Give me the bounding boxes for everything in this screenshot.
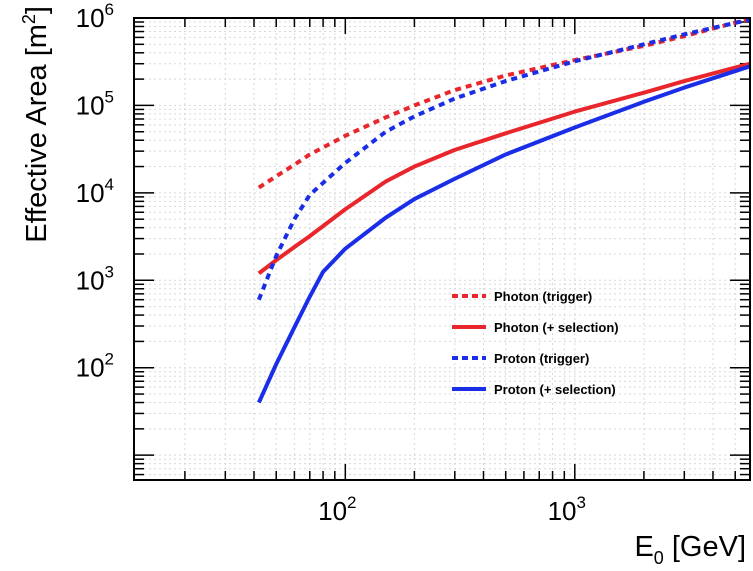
y-tick-label-exp: 6 (105, 0, 114, 19)
legend-label-2: Photon (+ selection) (494, 320, 619, 335)
x-tick-label-exp: 3 (577, 493, 586, 512)
legend-label-3: Proton (trigger) (494, 351, 589, 366)
y-tick-label: 103 (76, 262, 114, 295)
series-line-1 (257, 16, 751, 190)
y-tick-label-exp: 5 (105, 87, 114, 106)
y-tick-label: 106 (76, 0, 114, 33)
axis-ticks (134, 17, 750, 480)
y-tick-label-exp: 2 (105, 350, 114, 369)
x-tick-label-base: 10 (318, 496, 347, 526)
y-axis-title: Effective Area [m2] (19, 6, 53, 243)
legend: Photon (trigger) Photon (+ selection) Prot… (452, 289, 619, 397)
x-axis-title: E0 [GeV] (634, 531, 746, 566)
x-tick-label: 103 (548, 493, 586, 526)
grid (134, 17, 750, 480)
legend-label-1: Photon (trigger) (494, 289, 592, 304)
x-tick-label-base: 10 (548, 496, 577, 526)
y-tick-label-base: 10 (76, 178, 105, 208)
y-tick-label: 105 (76, 87, 114, 120)
x-tick-label: 102 (318, 493, 356, 526)
y-tick-label-exp: 3 (105, 262, 114, 281)
y-axis-title-main: Effective Area [m (21, 24, 53, 243)
y-tick-label-base: 10 (76, 265, 105, 295)
legend-label-4: Proton (+ selection) (494, 382, 616, 397)
y-tick-label-base: 10 (76, 90, 105, 120)
series-lines (257, 16, 751, 404)
y-tick-label-base: 10 (76, 3, 105, 33)
y-tick-label: 104 (76, 175, 114, 208)
series-line-2 (257, 61, 751, 275)
x-axis-title-rest: [GeV] (664, 531, 746, 563)
series-line-3 (257, 17, 751, 301)
x-tick-label-exp: 2 (347, 493, 356, 512)
plot-frame (133, 17, 751, 481)
series-line-4 (257, 64, 751, 404)
y-axis-title-close: ] (21, 6, 53, 14)
y-tick-label-base: 10 (76, 353, 105, 383)
x-axis-title-base: E (634, 531, 653, 563)
y-tick-label: 102 (76, 350, 114, 383)
x-axis-title-sub: 0 (654, 548, 664, 566)
y-tick-label-exp: 4 (105, 175, 114, 194)
y-axis-title-sup: 2 (19, 14, 39, 24)
